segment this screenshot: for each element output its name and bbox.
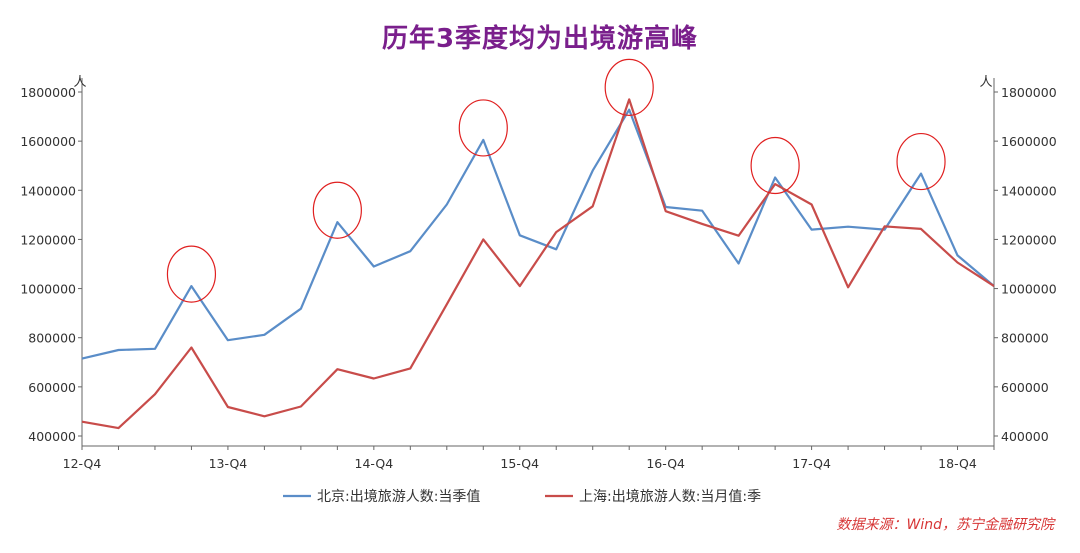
x-tick-label: 12-Q4	[63, 456, 102, 471]
right-y-tick-label: 1800000	[1001, 85, 1057, 100]
x-tick-label: 16-Q4	[646, 456, 685, 471]
peak-highlight-circle	[604, 58, 654, 116]
right-y-tick-label: 400000	[1001, 429, 1049, 444]
right-y-tick-label: 1400000	[1001, 183, 1057, 198]
legend-label-beijing: 北京:出境旅游人数:当季值	[317, 489, 480, 505]
left-y-tick-label: 1200000	[20, 232, 76, 247]
left-y-tick-label: 400000	[28, 429, 76, 444]
peak-highlight-circle	[312, 181, 362, 239]
series-line-beijing	[81, 108, 995, 360]
series-line-shanghai	[81, 98, 995, 430]
data-source-note: 数据来源：Wind，苏宁金融研究院	[836, 517, 1055, 533]
left-y-tick-label: 800000	[28, 331, 76, 346]
right-unit-label: 人	[979, 75, 992, 90]
left-y-tick-label: 600000	[28, 380, 76, 395]
left-unit-label: 人	[73, 75, 86, 90]
x-tick-label: 13-Q4	[209, 456, 248, 471]
peak-highlight-circle	[896, 132, 946, 191]
peak-highlight-circle	[750, 136, 800, 195]
right-y-tick-label: 1200000	[1001, 232, 1057, 247]
x-tick-label: 14-Q4	[355, 456, 394, 471]
x-tick-label: 18-Q4	[938, 456, 977, 471]
left-y-tick-label: 1800000	[20, 85, 76, 100]
chart-title: 历年3季度均为出境游高峰	[381, 24, 699, 54]
right-y-tick-label: 800000	[1001, 331, 1049, 346]
x-tick-label: 17-Q4	[792, 456, 831, 471]
legend-label-shanghai: 上海:出境旅游人数:当月值:季	[579, 489, 761, 505]
right-y-tick-label: 600000	[1001, 380, 1049, 395]
right-y-tick-label: 1600000	[1001, 134, 1057, 149]
left-y-tick-label: 1000000	[20, 282, 76, 297]
left-y-tick-label: 1600000	[20, 134, 76, 149]
left-y-tick-label: 1400000	[20, 183, 76, 198]
x-tick-label: 15-Q4	[500, 456, 539, 471]
right-y-tick-label: 1000000	[1001, 282, 1057, 297]
peak-highlight-circle	[458, 99, 508, 157]
peak-highlight-circle	[166, 245, 217, 303]
